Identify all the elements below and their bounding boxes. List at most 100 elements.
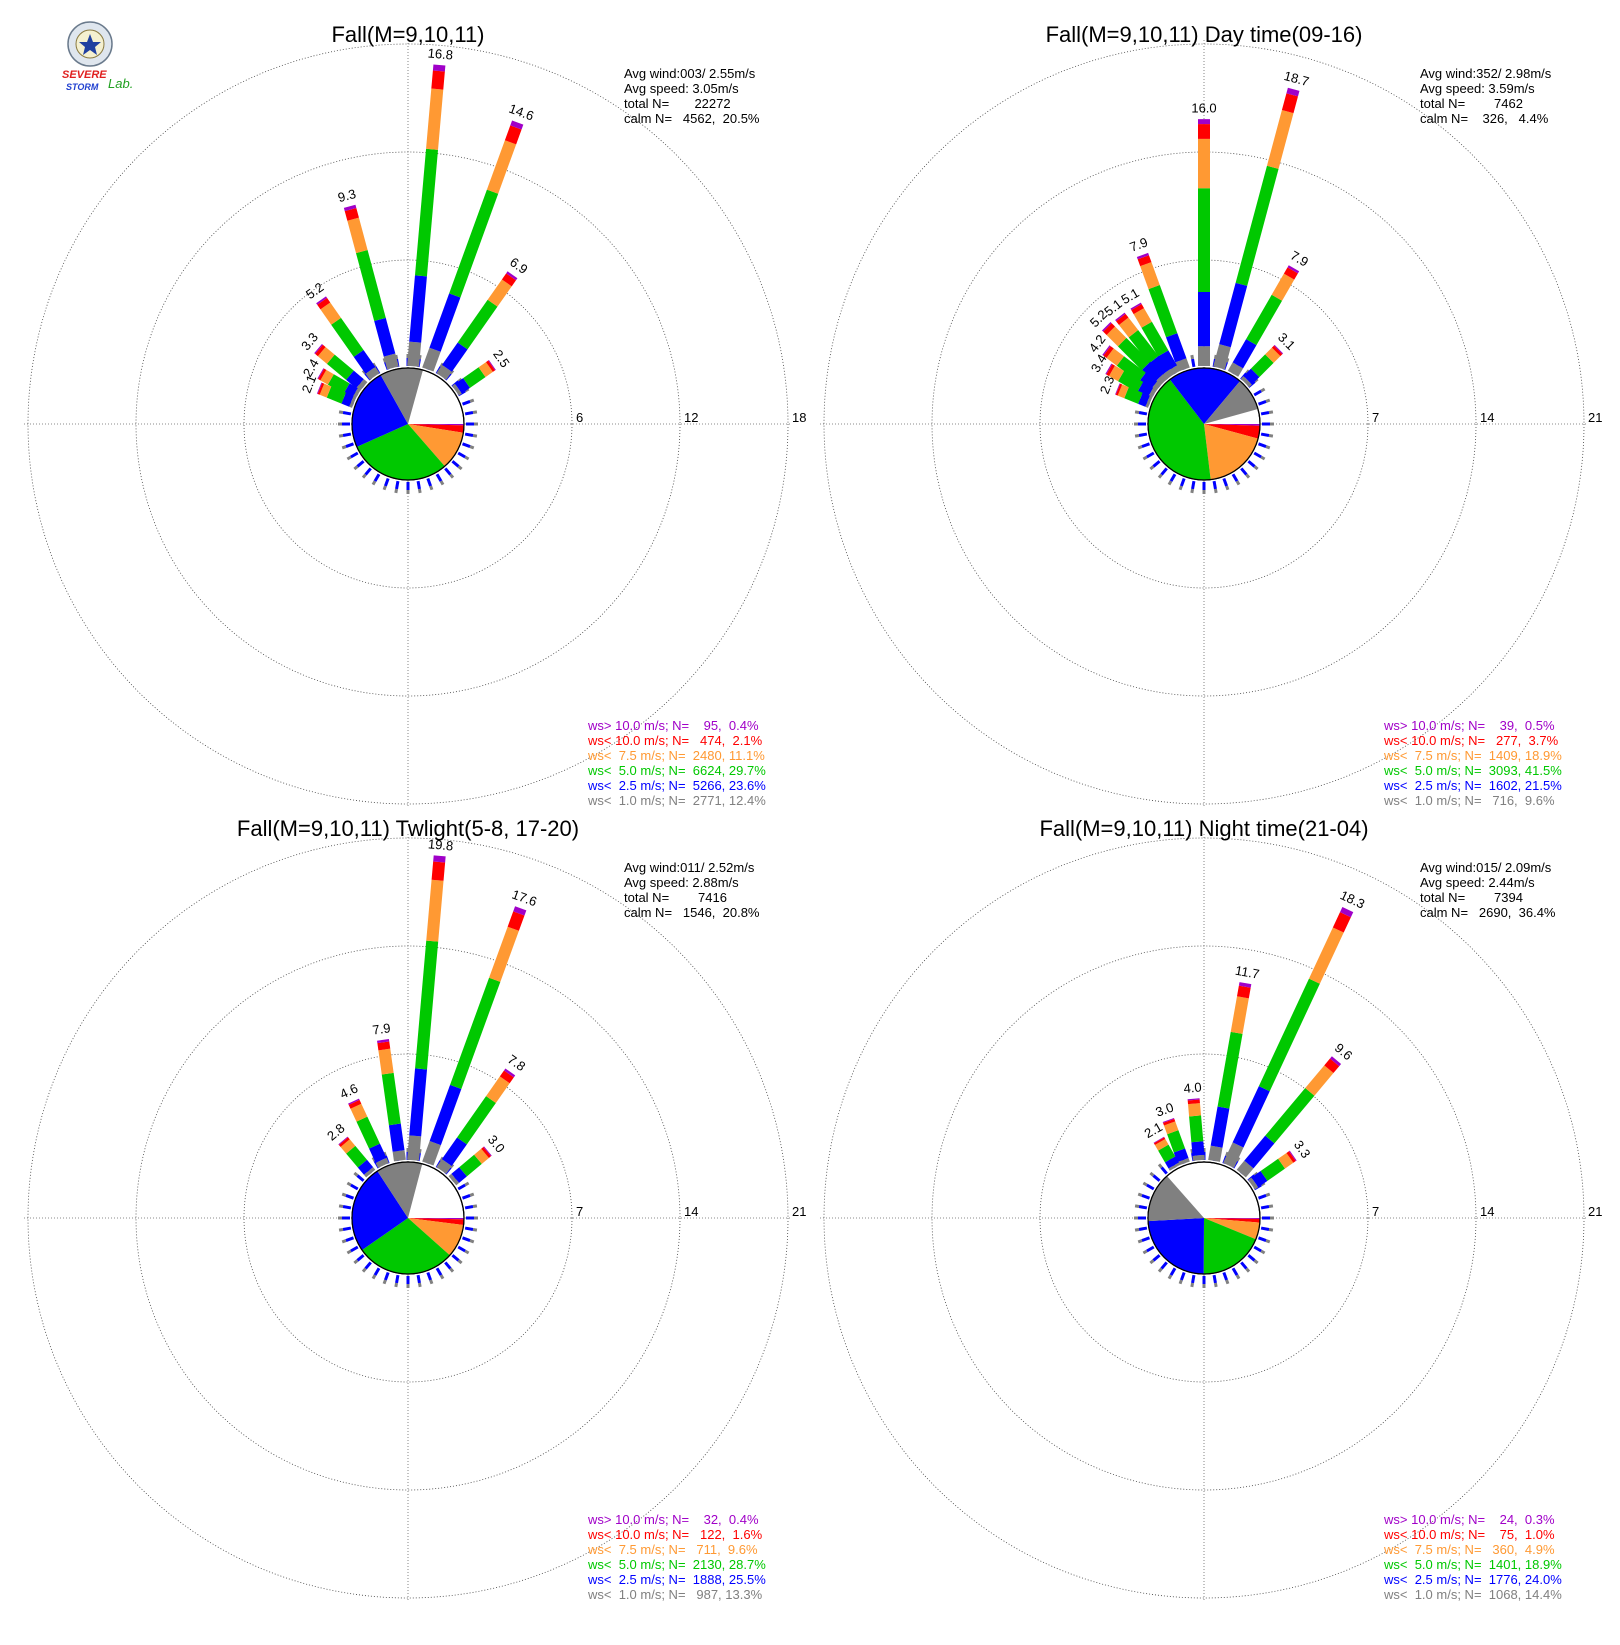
direction-tick <box>343 434 351 435</box>
direction-tick <box>1171 1268 1175 1275</box>
direction-tick <box>1214 1275 1215 1283</box>
wind-bar-segment <box>1174 1166 1175 1168</box>
direction-tick <box>1233 1268 1237 1275</box>
wind-bar-segment <box>1143 257 1146 264</box>
wind-bar-segment <box>1289 270 1293 276</box>
wind-bar-segment <box>331 359 350 375</box>
direction-tick <box>1193 1275 1194 1283</box>
wind-bar-segment <box>1293 268 1294 270</box>
direction-tick-tip <box>342 447 346 448</box>
wind-bar-label: 5.1 <box>1119 285 1142 307</box>
direction-tick-tip <box>465 1183 468 1185</box>
wind-bar-segment <box>1245 380 1248 383</box>
direction-tick <box>1261 413 1269 414</box>
direction-tick <box>463 1238 471 1241</box>
wind-bar-segment <box>1124 321 1134 333</box>
wind-bar-label: 9.3 <box>336 186 357 205</box>
wind-bar-segment <box>350 375 360 383</box>
wind-bar-segment <box>1150 393 1154 395</box>
logo: SEVERE STORM Lab. <box>62 22 133 92</box>
direction-tick <box>1162 468 1167 474</box>
direction-tick-tip <box>1169 1275 1171 1278</box>
speed-pie <box>352 1162 464 1274</box>
direction-tick <box>1147 1247 1154 1251</box>
direction-tick <box>1153 1255 1159 1260</box>
ring-label: 21 <box>1588 410 1602 425</box>
wind-bar-segment <box>353 1101 354 1102</box>
wind-bar-segment <box>381 1160 383 1165</box>
direction-tick <box>375 474 379 481</box>
direction-tick-tip <box>1266 1194 1270 1195</box>
stats-line: Avg speed: 2.44m/s <box>1420 875 1535 890</box>
direction-tick-tip <box>419 1283 420 1287</box>
wind-bar-segment <box>1338 915 1345 930</box>
wind-bar-segment <box>447 1141 462 1163</box>
wind-bar-segment <box>487 1151 488 1152</box>
direction-tick-tip <box>1143 1251 1146 1253</box>
wind-bar-segment <box>452 1178 455 1180</box>
wind-bar-segment <box>344 1141 346 1143</box>
wind-bar-segment <box>492 365 493 366</box>
wind-bar-segment <box>347 389 355 394</box>
wind-bar-segment <box>390 355 393 368</box>
wind-bar-segment <box>1241 167 1272 284</box>
wind-bar-label: 18.7 <box>1282 68 1310 89</box>
wind-bar-segment <box>329 392 344 398</box>
wind-bar-segment <box>1329 1062 1335 1069</box>
direction-tick-tip <box>1269 1206 1273 1207</box>
wind-bar-segment <box>1108 369 1109 370</box>
legend-entry: ws< 7.5 m/s; N= 360, 4.9% <box>1383 1542 1555 1557</box>
wind-bar-segment <box>1120 316 1121 317</box>
direction-tick-tip <box>473 435 477 436</box>
wind-bar-segment <box>322 352 331 360</box>
wind-bar-segment <box>336 321 359 353</box>
direction-tick <box>357 1176 363 1181</box>
wind-bar: 16.0 <box>1191 101 1216 366</box>
wind-bar-segment <box>456 389 459 391</box>
direction-tick <box>1261 1228 1269 1229</box>
wind-bar-segment <box>1248 373 1255 380</box>
legend-entry: ws< 2.5 m/s; N= 5266, 23.6% <box>587 778 766 793</box>
wind-bar-segment <box>1170 1159 1174 1165</box>
legend-entry: ws< 1.0 m/s; N= 716, 9.6% <box>1383 793 1555 808</box>
direction-tick <box>1193 359 1194 367</box>
direction-tick-tip <box>473 1229 477 1230</box>
direction-tick <box>397 481 398 489</box>
wind-bar-segment <box>1310 1069 1329 1092</box>
direction-tick <box>1139 1228 1147 1229</box>
wind-bar-segment <box>319 349 322 351</box>
direction-tick <box>1142 1195 1150 1198</box>
wind-bar-segment <box>1345 910 1347 915</box>
direction-tick <box>351 1185 358 1189</box>
direction-tick-tip <box>1150 1173 1153 1176</box>
logo-top-text: SEVERE <box>62 69 107 81</box>
wind-bar-segment <box>1197 1142 1198 1156</box>
wind-bar-segment <box>325 306 336 321</box>
wind-bar-segment <box>323 375 330 379</box>
wind-bar-label: 17.6 <box>510 887 539 910</box>
ring-label: 21 <box>1588 1204 1602 1219</box>
wind-bar-segment <box>1282 1158 1290 1164</box>
wind-bar-segment <box>1139 311 1147 325</box>
direction-tick-tip <box>354 1173 357 1176</box>
wind-bar-segment <box>463 1159 478 1171</box>
wind-bar-segment <box>1217 1108 1224 1147</box>
wind-bar-segment <box>331 379 347 388</box>
direction-tick-tip <box>1255 1260 1258 1263</box>
wind-bar: 17.6 <box>428 887 539 1164</box>
wind-bar-segment <box>456 980 495 1087</box>
direction-tick-tip <box>1135 412 1139 413</box>
wind-bar-segment <box>1195 1116 1197 1142</box>
direction-tick <box>343 1207 351 1208</box>
legend-entry: ws> 10.0 m/s; N= 24, 0.3% <box>1383 1512 1555 1527</box>
direction-tick <box>458 1185 465 1189</box>
direction-tick <box>1241 468 1246 474</box>
wind-bar-segment <box>1118 389 1120 390</box>
wind-bar-segment <box>1264 981 1314 1088</box>
wind-bar-segment <box>399 1151 400 1161</box>
direction-tick-tip <box>1266 400 1270 401</box>
wind-bar-label: 7.9 <box>371 1020 391 1037</box>
wind-bar-segment <box>1252 1182 1255 1184</box>
legend-entry: ws> 10.0 m/s; N= 39, 0.5% <box>1383 718 1555 733</box>
direction-tick <box>1162 1167 1167 1173</box>
